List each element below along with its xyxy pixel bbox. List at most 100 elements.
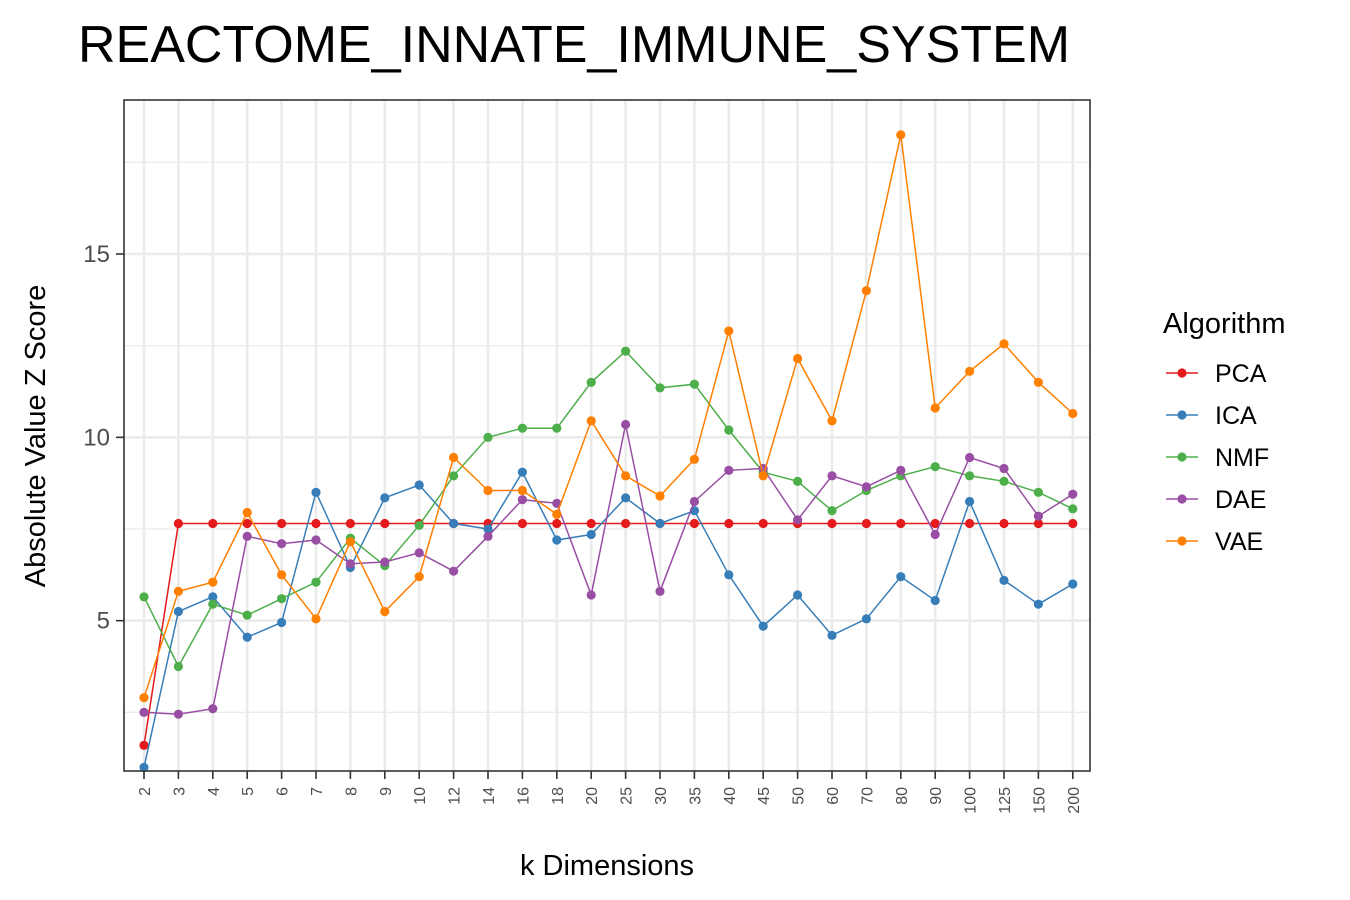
series-line-nmf: [143, 350, 1074, 669]
data-point-pca: [621, 518, 631, 529]
data-point-nmf: [655, 383, 665, 393]
x-tick-label: 20: [584, 787, 601, 805]
data-point-vae: [827, 416, 837, 426]
data-point-ica: [173, 606, 183, 617]
data-point-nmf: [586, 377, 596, 387]
data-point-ica: [380, 493, 390, 503]
data-point-dae: [517, 495, 528, 505]
legend-title: Algorithm: [1163, 308, 1286, 340]
data-point-dae: [689, 496, 700, 507]
data-point-vae: [655, 491, 665, 501]
data-point-vae: [173, 586, 183, 596]
series-line-pca: [143, 522, 1073, 746]
x-tick-label: 200: [1066, 787, 1083, 814]
data-point-nmf: [139, 592, 149, 602]
y-tick-label: 15: [83, 241, 110, 268]
series-line-ica: [143, 470, 1074, 768]
x-tick-label: 9: [378, 787, 395, 796]
series-line-dae: [143, 424, 1074, 715]
data-point-vae: [965, 366, 975, 376]
legend-item-dae: DAE: [1166, 486, 1266, 514]
x-tick-label: 150: [1031, 787, 1048, 814]
data-point-pca: [277, 518, 287, 529]
data-point-nmf: [242, 610, 252, 620]
data-point-ica: [621, 493, 631, 503]
data-point-ica: [586, 529, 596, 540]
data-point-pca: [345, 518, 355, 529]
data-point-dae: [1068, 489, 1078, 499]
data-point-nmf: [414, 520, 424, 530]
y-tick-label: 5: [97, 608, 110, 635]
data-point-pca: [173, 518, 183, 529]
x-tick-label: 12: [447, 787, 464, 805]
data-point-pca: [311, 518, 321, 529]
x-tick-label: 40: [722, 787, 739, 805]
data-point-dae: [827, 471, 837, 481]
data-point-dae: [311, 535, 321, 545]
data-point-dae: [999, 463, 1009, 474]
data-point-nmf: [173, 661, 183, 672]
data-point-ica: [827, 630, 837, 640]
data-point-ica: [277, 617, 287, 628]
y-axis-title: Absolute Value Z Score: [20, 285, 52, 588]
data-point-pca: [724, 518, 734, 529]
data-point-vae: [861, 286, 872, 296]
data-point-dae: [655, 586, 665, 596]
data-point-ica: [517, 467, 528, 477]
x-tick-label: 30: [653, 787, 670, 805]
x-tick-label: 60: [825, 787, 842, 805]
data-point-pca: [758, 518, 768, 529]
data-point-vae: [1033, 377, 1043, 387]
data-point-nmf: [1068, 504, 1078, 514]
data-point-dae: [449, 566, 459, 576]
x-tick-label: 125: [997, 787, 1014, 814]
data-point-ica: [552, 535, 562, 545]
data-point-ica: [139, 762, 149, 772]
data-point-ica: [655, 518, 665, 529]
data-point-vae: [483, 485, 493, 496]
data-point-ica: [930, 595, 940, 606]
x-tick-label: 6: [275, 787, 292, 796]
legend-item-pca: PCA: [1166, 360, 1267, 388]
legend-label: DAE: [1215, 486, 1266, 514]
data-point-dae: [552, 498, 562, 508]
data-point-pca: [208, 518, 218, 529]
legend-item-nmf: NMF: [1166, 444, 1269, 472]
data-point-pca: [139, 740, 149, 750]
data-point-pca: [586, 518, 596, 529]
x-tick-label: 7: [309, 787, 326, 796]
data-point-dae: [1033, 511, 1043, 521]
data-point-nmf: [965, 471, 975, 481]
minor-gridlines: [124, 161, 1090, 713]
data-point-ica: [483, 524, 493, 534]
data-point-nmf: [999, 476, 1009, 486]
data-point-ica: [724, 570, 734, 580]
data-point-dae: [621, 419, 631, 430]
data-point-vae: [724, 326, 734, 336]
data-point-dae: [896, 465, 906, 475]
data-point-nmf: [483, 432, 493, 442]
data-point-vae: [999, 339, 1009, 349]
data-point-nmf: [793, 476, 803, 486]
data-point-dae: [173, 709, 183, 719]
data-point-dae: [483, 531, 493, 541]
data-point-vae: [208, 577, 218, 587]
series-dae: [139, 419, 1078, 719]
data-point-pca: [965, 518, 975, 529]
data-point-dae: [965, 452, 975, 463]
data-point-nmf: [552, 423, 562, 433]
y-tick-label: 10: [83, 424, 110, 451]
data-point-vae: [311, 614, 321, 624]
data-point-ica: [758, 621, 768, 631]
data-point-dae: [793, 515, 803, 525]
data-point-pca: [517, 518, 528, 529]
data-point-dae: [139, 707, 149, 717]
data-point-vae: [380, 606, 390, 617]
series-nmf: [139, 346, 1078, 672]
data-point-nmf: [277, 594, 287, 604]
data-point-nmf: [517, 423, 528, 433]
data-point-vae: [689, 454, 700, 464]
data-point-dae: [724, 465, 734, 475]
data-point-vae: [139, 693, 149, 703]
